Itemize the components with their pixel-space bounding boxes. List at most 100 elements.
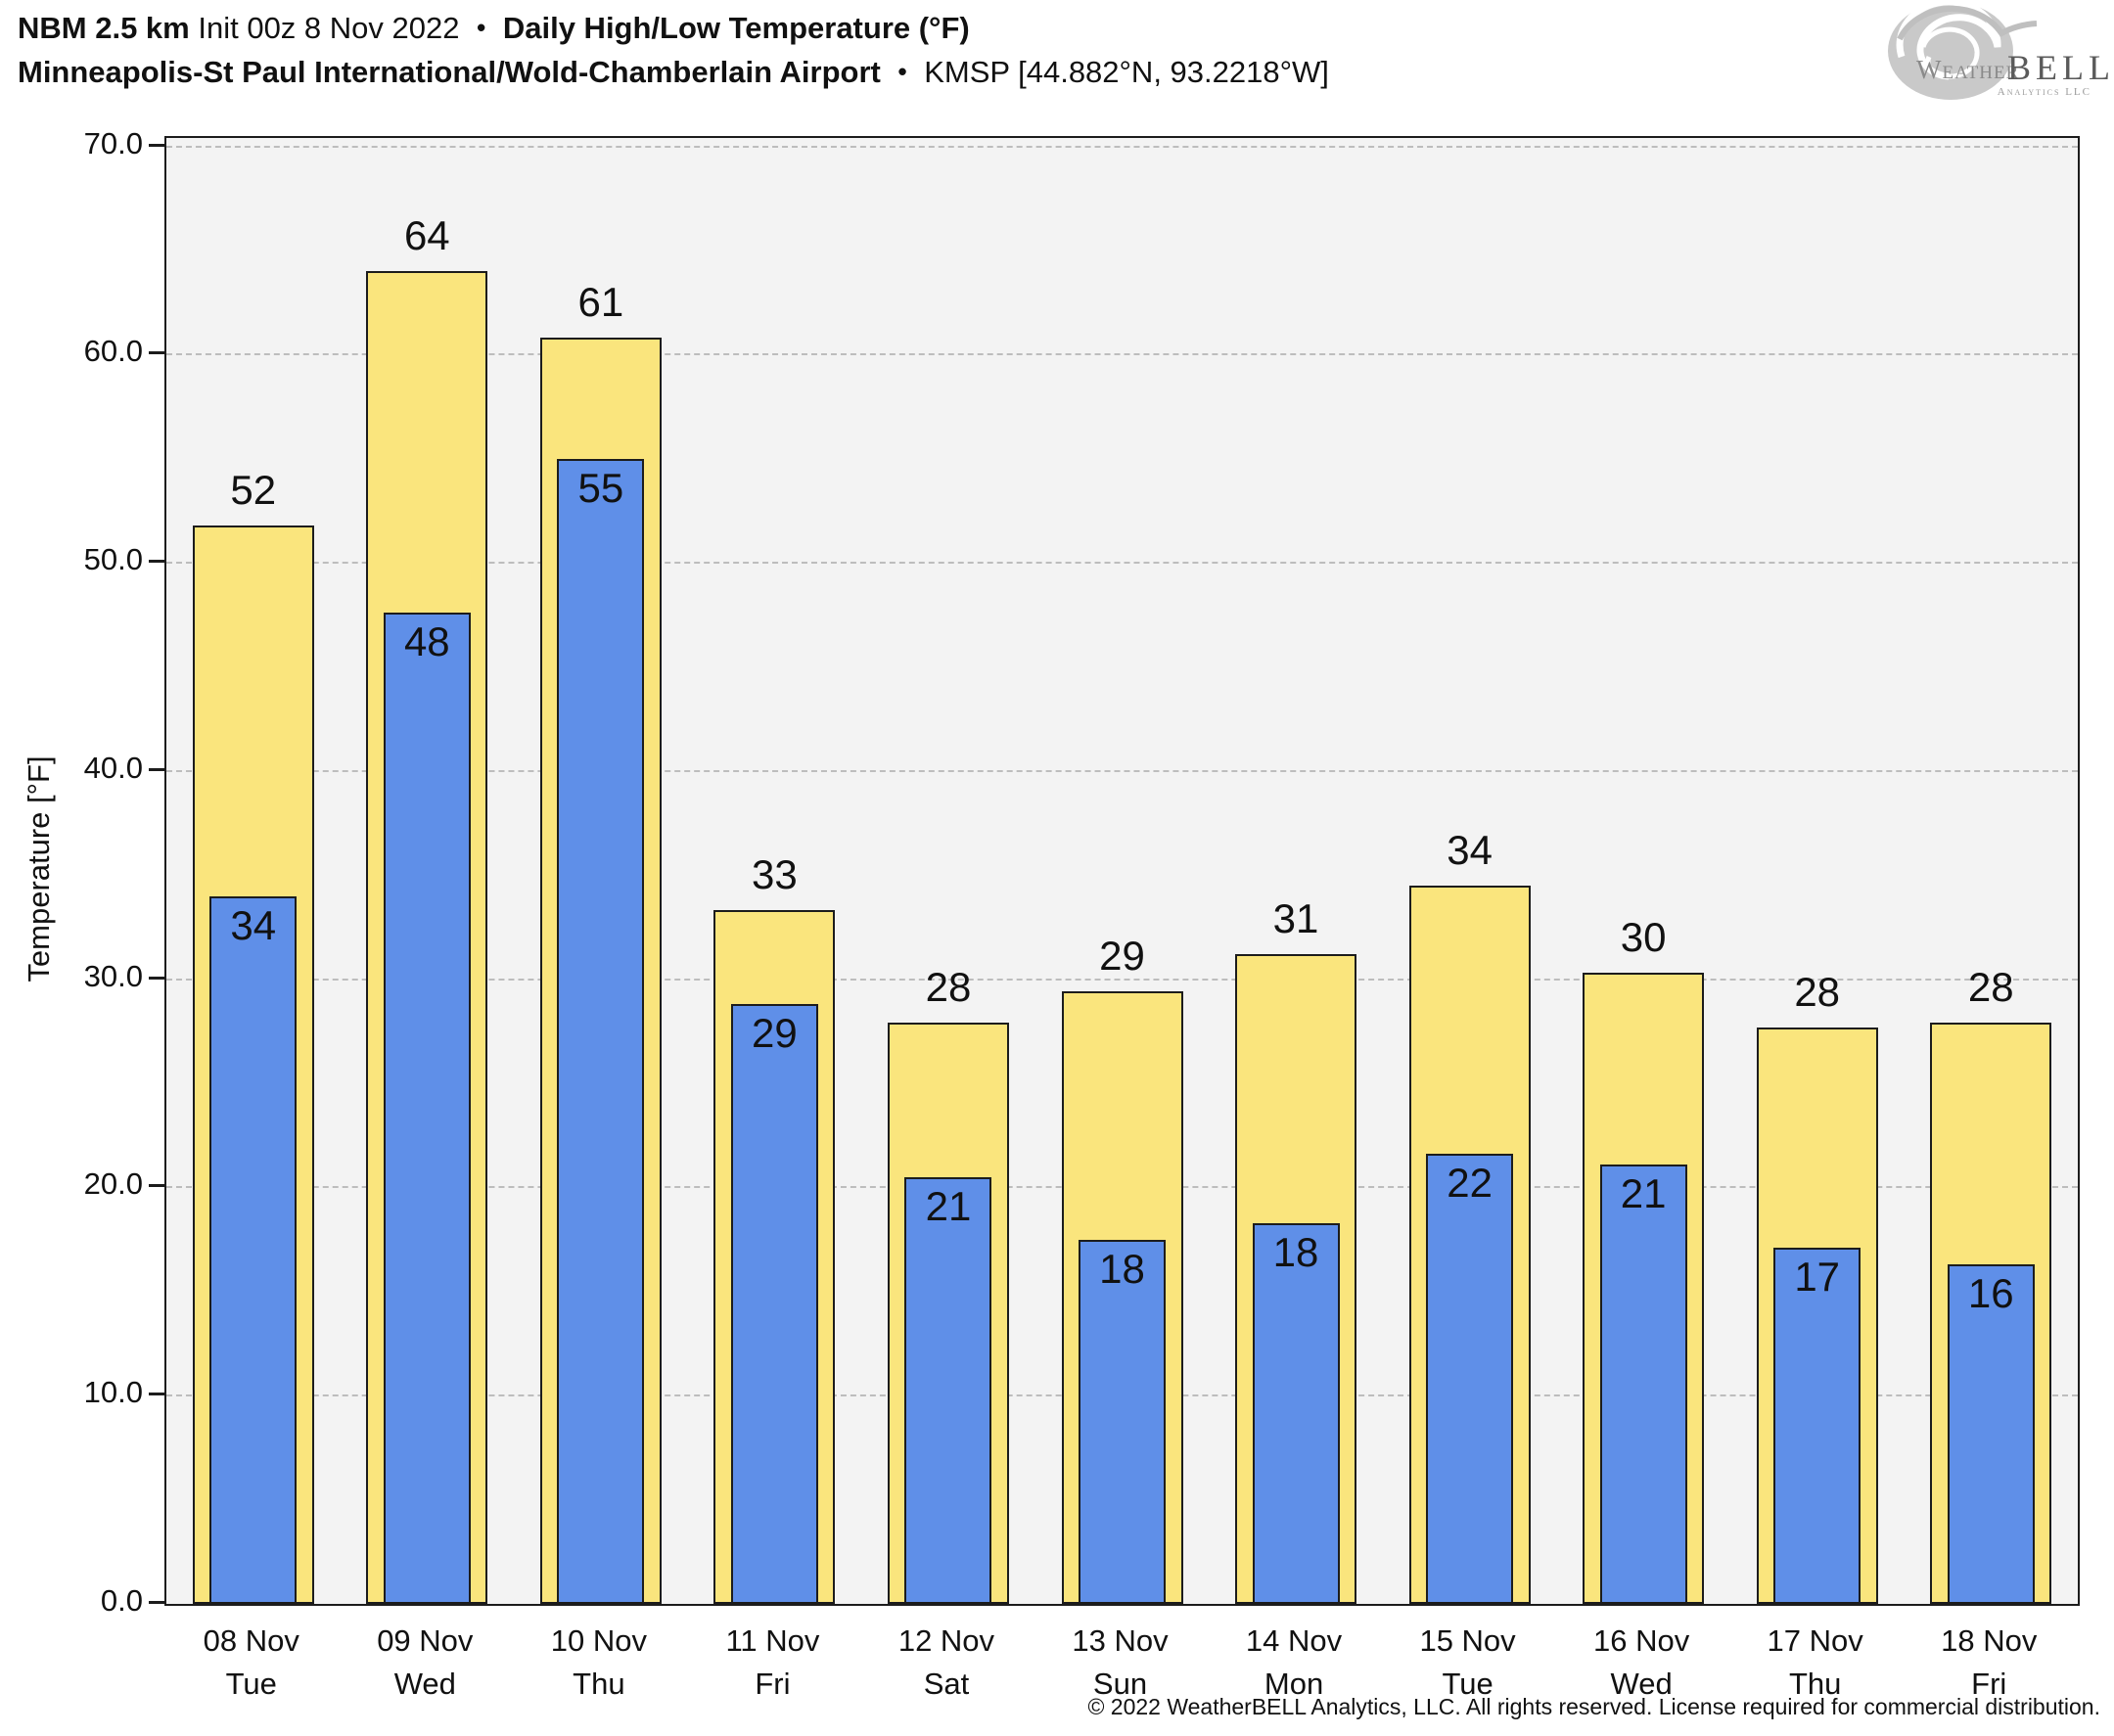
x-tick-label: 08 Nov Tue bbox=[159, 1620, 345, 1706]
y-tick bbox=[149, 143, 164, 147]
y-tick bbox=[149, 767, 164, 771]
low-value-label: 34 bbox=[230, 901, 277, 948]
x-tick-weekday: Mon bbox=[1264, 1667, 1324, 1701]
low-value-label: 22 bbox=[1447, 1160, 1493, 1207]
bullet-separator: • bbox=[477, 13, 486, 42]
low-value-label: 55 bbox=[577, 464, 624, 511]
x-tick-label: 18 Nov Fri bbox=[1896, 1620, 2082, 1706]
high-value-label: 31 bbox=[1272, 895, 1319, 942]
x-tick-date: 18 Nov bbox=[1941, 1623, 2038, 1658]
x-tick-date: 17 Nov bbox=[1767, 1623, 1863, 1658]
x-tick-date: 13 Nov bbox=[1072, 1623, 1169, 1658]
logo-tagline: Analytics LLC bbox=[1998, 86, 2091, 98]
x-tick-label: 14 Nov Mon bbox=[1201, 1620, 1387, 1706]
low-temp-bar bbox=[904, 1176, 992, 1604]
x-tick-date: 08 Nov bbox=[203, 1623, 299, 1658]
low-temp-bar bbox=[1947, 1264, 2035, 1604]
gridline bbox=[166, 145, 2078, 148]
y-tick bbox=[149, 1184, 164, 1188]
x-tick-date: 14 Nov bbox=[1245, 1623, 1343, 1658]
x-tick-weekday: Fri bbox=[755, 1667, 791, 1701]
x-tick-weekday: Fri bbox=[1971, 1667, 2007, 1701]
subtitle-line: Minneapolis-St Paul International/Wold-C… bbox=[18, 50, 1329, 94]
weatherbell-logo: Weather BELL Analytics LLC bbox=[1888, 0, 2114, 100]
low-value-label: 18 bbox=[1099, 1245, 1145, 1292]
high-value-label: 61 bbox=[577, 279, 624, 326]
high-value-label: 28 bbox=[1794, 968, 1841, 1015]
high-value-label: 52 bbox=[230, 466, 277, 513]
y-tick-label: 10.0 bbox=[83, 1375, 143, 1410]
high-value-label: 29 bbox=[1099, 933, 1145, 980]
gridline bbox=[166, 978, 2078, 981]
low-value-label: 18 bbox=[1272, 1228, 1319, 1275]
low-temp-bar bbox=[730, 1004, 818, 1604]
x-tick-label: 10 Nov Thu bbox=[506, 1620, 692, 1706]
x-tick-label: 16 Nov Wed bbox=[1548, 1620, 1734, 1706]
x-tick-label: 09 Nov Wed bbox=[332, 1620, 518, 1706]
low-temp-bar bbox=[209, 895, 298, 1604]
x-tick-weekday: Thu bbox=[1788, 1667, 1842, 1701]
y-tick-label: 30.0 bbox=[83, 958, 143, 993]
low-temp-bar bbox=[383, 613, 471, 1604]
x-tick-weekday: Thu bbox=[573, 1667, 625, 1701]
hurricane-swirl-icon bbox=[1888, 0, 2038, 100]
y-tick bbox=[149, 351, 164, 355]
station-name: Minneapolis-St Paul International/Wold-C… bbox=[18, 55, 881, 89]
station-id: KMSP [44.882°N, 93.2218°W] bbox=[924, 55, 1329, 89]
low-temp-bar bbox=[557, 458, 645, 1604]
x-tick-weekday: Tue bbox=[1442, 1667, 1494, 1701]
low-temp-bar bbox=[1079, 1239, 1166, 1604]
x-tick-label: 17 Nov Thu bbox=[1723, 1620, 1908, 1706]
logo-text-weather: Weather bbox=[1916, 55, 2019, 84]
x-tick-date: 16 Nov bbox=[1593, 1623, 1690, 1658]
y-tick-label: 60.0 bbox=[83, 334, 143, 369]
low-value-label: 48 bbox=[403, 618, 450, 665]
plot-area: 52 34 64 48 61 55 33 29 28 21 29 18 31 18 34 22 30 21 28 17… bbox=[164, 136, 2080, 1606]
model-name: NBM 2.5 km bbox=[18, 11, 190, 45]
y-axis-title: Temperature [°F] bbox=[22, 755, 56, 982]
y-tick bbox=[149, 976, 164, 980]
low-value-label: 21 bbox=[1620, 1170, 1667, 1217]
chart-header: NBM 2.5 km Init 00z 8 Nov 2022 • Daily H… bbox=[18, 6, 1329, 94]
y-tick-label: 70.0 bbox=[83, 125, 143, 160]
gridline bbox=[166, 353, 2078, 356]
logo-text-bell: BELL bbox=[2007, 48, 2114, 87]
y-tick-label: 20.0 bbox=[83, 1166, 143, 1202]
y-tick bbox=[149, 1601, 164, 1604]
high-value-label: 64 bbox=[403, 212, 450, 259]
high-value-label: 33 bbox=[752, 851, 798, 898]
y-tick bbox=[149, 1393, 164, 1396]
x-tick-label: 11 Nov Fri bbox=[679, 1620, 865, 1706]
x-tick-date: 15 Nov bbox=[1419, 1623, 1516, 1658]
x-tick-date: 11 Nov bbox=[725, 1623, 820, 1658]
x-tick-weekday: Sat bbox=[923, 1667, 970, 1701]
low-value-label: 17 bbox=[1794, 1254, 1841, 1301]
y-tick-label: 40.0 bbox=[83, 750, 143, 785]
low-temp-bar bbox=[1426, 1154, 1514, 1604]
high-value-label: 30 bbox=[1620, 914, 1667, 961]
x-tick-label: 12 Nov Sat bbox=[853, 1620, 1039, 1706]
low-value-label: 21 bbox=[925, 1182, 972, 1229]
high-value-label: 28 bbox=[1967, 964, 2014, 1011]
x-tick-label: 15 Nov Tue bbox=[1375, 1620, 1561, 1706]
y-tick-label: 0.0 bbox=[100, 1583, 143, 1618]
x-tick-weekday: Tue bbox=[225, 1667, 277, 1701]
copyright-text: © 2022 WeatherBELL Analytics, LLC. All r… bbox=[1087, 1694, 2100, 1719]
y-tick bbox=[149, 560, 164, 564]
x-tick-weekday: Sun bbox=[1092, 1667, 1148, 1701]
x-tick-date: 09 Nov bbox=[377, 1623, 474, 1658]
low-temp-bar bbox=[1773, 1248, 1861, 1604]
x-tick-weekday: Wed bbox=[1610, 1667, 1673, 1701]
title-line: NBM 2.5 km Init 00z 8 Nov 2022 • Daily H… bbox=[18, 6, 1329, 50]
gridline bbox=[166, 769, 2078, 772]
x-tick-date: 10 Nov bbox=[550, 1623, 647, 1658]
gridline bbox=[166, 562, 2078, 565]
high-value-label: 28 bbox=[925, 964, 972, 1011]
y-tick-label: 50.0 bbox=[83, 542, 143, 577]
x-tick-weekday: Wed bbox=[393, 1667, 456, 1701]
high-value-label: 34 bbox=[1447, 826, 1493, 873]
low-value-label: 29 bbox=[752, 1010, 798, 1057]
x-tick-date: 12 Nov bbox=[897, 1623, 995, 1658]
product-name: Daily High/Low Temperature (°F) bbox=[502, 11, 970, 45]
low-value-label: 16 bbox=[1967, 1270, 2014, 1317]
